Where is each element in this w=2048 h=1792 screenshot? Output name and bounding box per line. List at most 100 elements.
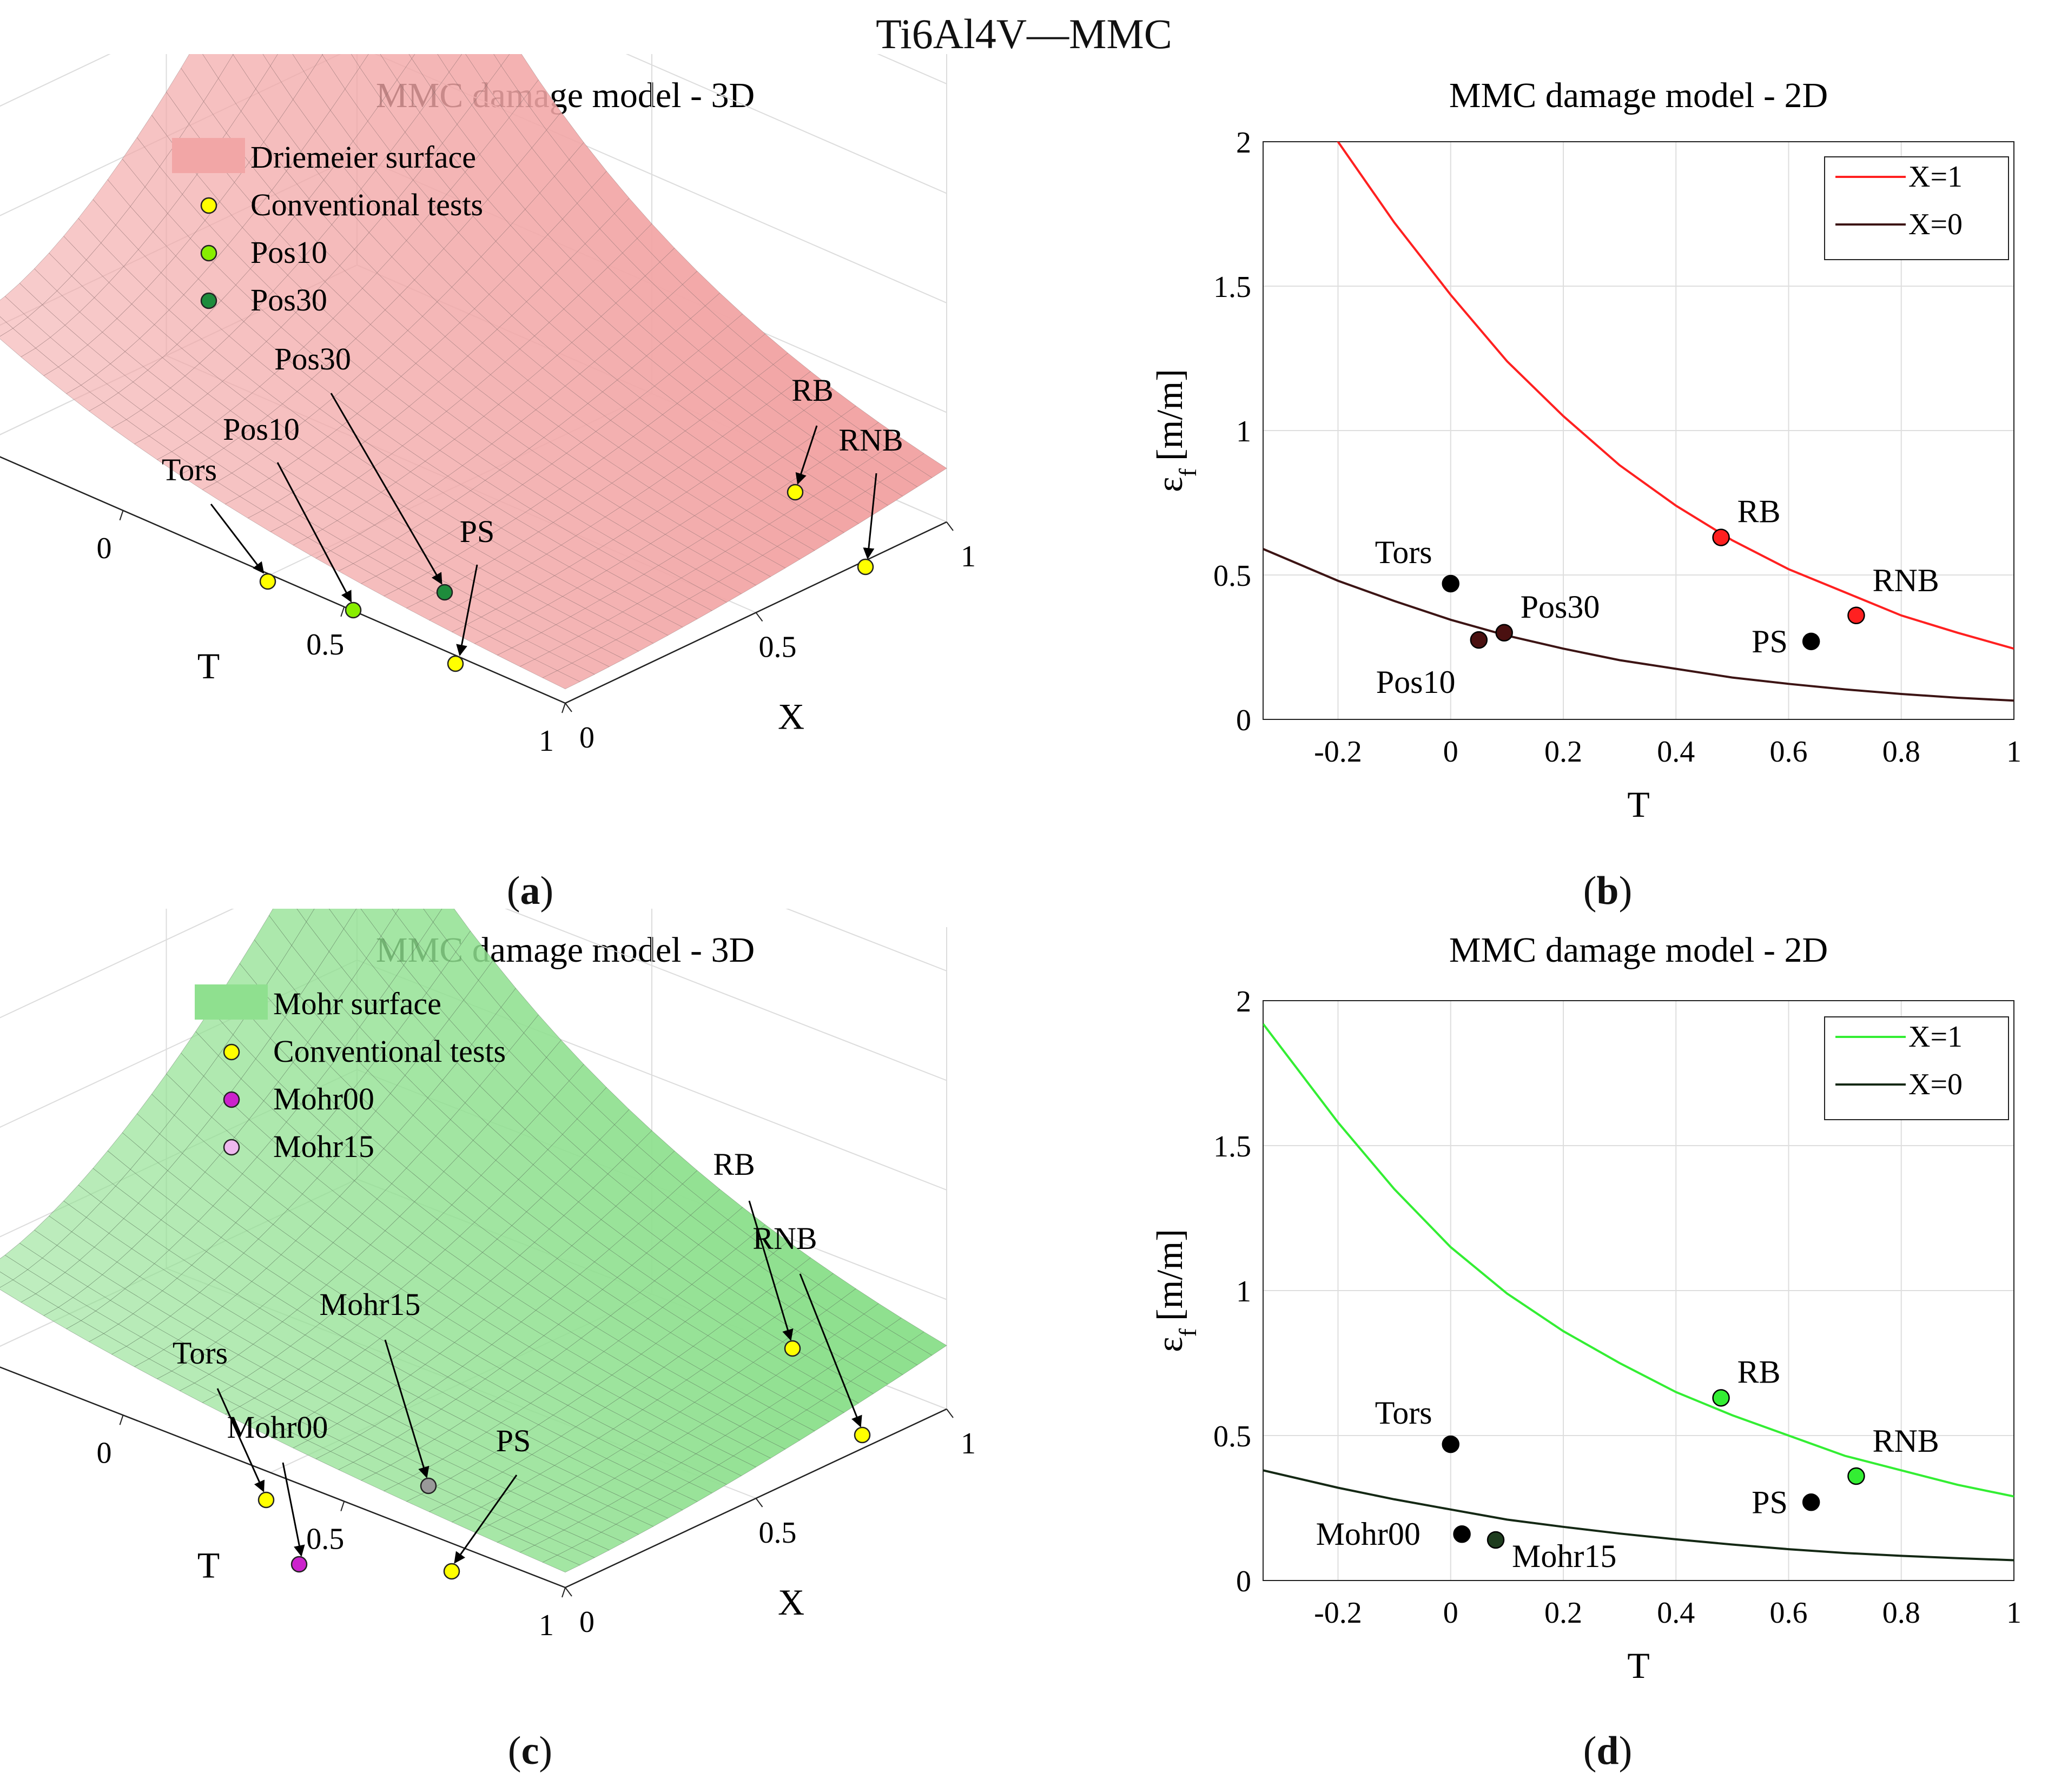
data-point-tors: [1442, 1435, 1459, 1453]
x-tick: [755, 612, 763, 622]
y-tick-label: 2: [1236, 985, 1251, 1019]
data-label-ps: PS: [460, 514, 495, 549]
legend-label-driemeier-surface: Driemeier surface: [250, 140, 476, 175]
legend-box: [1824, 1016, 2009, 1120]
annotation-arrow-pos10: [276, 462, 352, 603]
data-label-rb: RB: [1738, 1354, 1781, 1390]
figure-title: Ti6Al4V—MMC: [876, 10, 1172, 57]
t-axis-line: [0, 1366, 566, 1589]
data-point-ps: [1802, 632, 1820, 651]
x-tick-label: 1: [961, 1427, 976, 1460]
legend-swatch-mohr00: [223, 1091, 240, 1108]
data-point-ps: [1802, 1493, 1820, 1511]
y-axis-label-unit: [m/m]: [1149, 1229, 1190, 1321]
surface-patch: [423, 909, 442, 923]
annotation-arrow-ps: [454, 1474, 518, 1564]
legend-swatch-conventional-tests: [200, 197, 217, 214]
legend-label-X0: X=0: [1908, 1068, 1963, 1101]
data-point-mohr15: [1487, 1531, 1505, 1549]
x-tick-label: -0.2: [1314, 1596, 1362, 1630]
data-point-mohr00: [290, 1556, 308, 1573]
legend-label-pos30: Pos30: [250, 282, 327, 318]
legend-label-mohr00: Mohr00: [273, 1081, 374, 1116]
caption-a: (a): [506, 869, 554, 913]
surface-patch: [408, 54, 415, 59]
t-tick: [561, 703, 566, 713]
annotation-arrow-mohr00: [282, 1462, 305, 1557]
annotation-arrow-rnb: [799, 1273, 862, 1427]
y-axis-label-subscript: f: [1174, 1328, 1201, 1337]
legend-swatch-pos30: [200, 292, 217, 309]
y-tick-label: 0: [1236, 704, 1251, 737]
plot-frame-top: [1263, 141, 2014, 720]
y-tick-label: 2: [1236, 126, 1251, 160]
x-tick-label: 0.8: [1882, 735, 1920, 769]
y-axis-label-unit: [m/m]: [1149, 369, 1190, 461]
x-tick-label: 0.5: [759, 1516, 797, 1550]
chart-a-3d-driemeier: MMC damage model - 3D00.511.5200.5100.51…: [0, 54, 976, 758]
y-tick-label: 0.5: [1213, 1420, 1251, 1453]
data-label-rb: RB: [713, 1147, 755, 1182]
t-axis-label: T: [197, 1544, 220, 1585]
y-axis-label-symbol: ε: [1149, 477, 1190, 492]
data-label-pos30: Pos30: [274, 341, 351, 376]
z-gridline: [0, 54, 947, 303]
x-tick-label: 0.5: [759, 631, 797, 664]
data-point-tors: [257, 1491, 275, 1509]
data-label-tors: Tors: [1375, 534, 1432, 570]
y-tick-label: 1.5: [1213, 270, 1251, 304]
t-tick: [119, 1414, 124, 1425]
data-label-rnb: RNB: [1872, 1423, 1939, 1459]
data-point-rnb: [1847, 606, 1865, 625]
t-tick: [340, 1501, 345, 1511]
z-gridline: [0, 909, 947, 1081]
chart-c-3d-mohr: MMC damage model - 3D00.511.5200.5100.51…: [0, 909, 976, 1642]
data-point-rb: [1712, 1389, 1730, 1407]
t-tick-label: 0: [97, 1436, 112, 1470]
surface-patch: [296, 909, 315, 922]
data-label-rnb: RNB: [838, 422, 903, 458]
x-tick-label: 0: [579, 721, 594, 755]
legend-swatch-conventional-tests: [223, 1043, 240, 1061]
x-axis-label: T: [1627, 784, 1650, 825]
chart-b-2d-driemeier: MMC damage model - 2D -0.2 0 0.2 0.4 0.6 0.8 1 0…: [1149, 76, 2021, 825]
data-point-rnb: [854, 1426, 871, 1444]
legend-box: [1824, 156, 2009, 260]
t-tick-label: 0.5: [306, 628, 344, 662]
surface-patch: [542, 1555, 580, 1573]
data-point-tors: [259, 573, 276, 590]
annotation-arrow-tors: [210, 504, 265, 574]
y-axis-label: εf [m/m]: [1149, 369, 1201, 492]
annotation-arrow-rb: [795, 425, 818, 485]
chart-d-2d-mohr: MMC damage model - 2D -0.2 0 0.2 0.4 0.6 0.8 1 0…: [1149, 930, 2021, 1686]
chart-title: MMC damage model - 2D: [1449, 76, 1828, 115]
data-label-ps: PS: [1752, 1484, 1788, 1520]
legend-label-mohr-surface: Mohr surface: [273, 986, 441, 1021]
data-label-pos30: Pos30: [1521, 589, 1600, 625]
data-point-pos10: [1470, 631, 1488, 649]
x-tick-label: 1: [2006, 735, 2021, 769]
data-point-rnb: [1847, 1467, 1865, 1485]
x-tick-label: 0.2: [1544, 735, 1582, 769]
surface-patch: [351, 54, 369, 68]
x-tick-label: 0: [1443, 1596, 1458, 1630]
data-point-rb: [787, 484, 804, 501]
annotation-arrow-ps: [456, 564, 478, 657]
legend-label-conventional-tests: Conventional tests: [273, 1034, 506, 1069]
data-label-pos10: Pos10: [223, 412, 300, 447]
surface-patch: [493, 54, 510, 66]
y-tick-label: 1: [1236, 415, 1251, 448]
legend-swatch-surface: [195, 984, 268, 1020]
series-line-X0: [1263, 1469, 2014, 1562]
surface-patch: [542, 670, 580, 690]
x-tick: [565, 703, 572, 712]
t-tick: [561, 1587, 566, 1598]
data-label-rb: RB: [791, 373, 833, 408]
t-tick: [119, 510, 124, 521]
legend-label-pos10: Pos10: [250, 235, 327, 270]
t-tick-label: 1: [539, 724, 554, 758]
data-point-tors: [1442, 574, 1459, 593]
x-tick-label: 0.4: [1657, 1596, 1695, 1630]
data-label-rnb: RNB: [752, 1221, 817, 1256]
y-axis-label-symbol: ε: [1149, 1337, 1190, 1352]
